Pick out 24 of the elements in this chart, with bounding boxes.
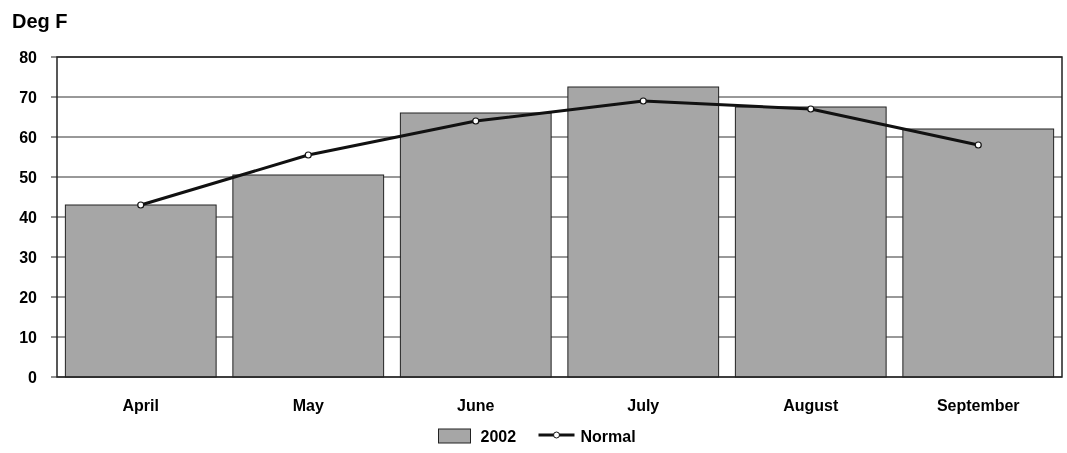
y-tick-label: 70	[19, 88, 38, 106]
x-tick-label: September	[936, 397, 1020, 414]
x-tick-label: May	[292, 397, 324, 414]
y-tick-label: 20	[19, 288, 38, 306]
point	[472, 117, 480, 125]
y-tick-label: 10	[19, 328, 38, 346]
y-tick-label: 30	[19, 248, 38, 266]
y-tick-label: 50	[19, 168, 38, 186]
legend-label: 2002	[480, 428, 517, 445]
point	[137, 201, 145, 209]
point	[639, 97, 647, 105]
point	[304, 151, 312, 159]
y-tick-label: 40	[19, 208, 38, 226]
y-tick-label: 0	[28, 368, 38, 386]
point	[974, 141, 982, 149]
y-tick-label: 80	[19, 48, 38, 66]
x-tick-label: July	[627, 397, 660, 414]
point	[807, 105, 815, 113]
x-tick-label: August	[783, 397, 839, 414]
x-tick-label: June	[457, 397, 495, 414]
y-tick-label: 60	[19, 128, 38, 146]
x-tick-label: April	[122, 397, 159, 414]
legend-label: Normal	[580, 428, 636, 445]
y-axis-title: Deg F	[12, 10, 68, 32]
